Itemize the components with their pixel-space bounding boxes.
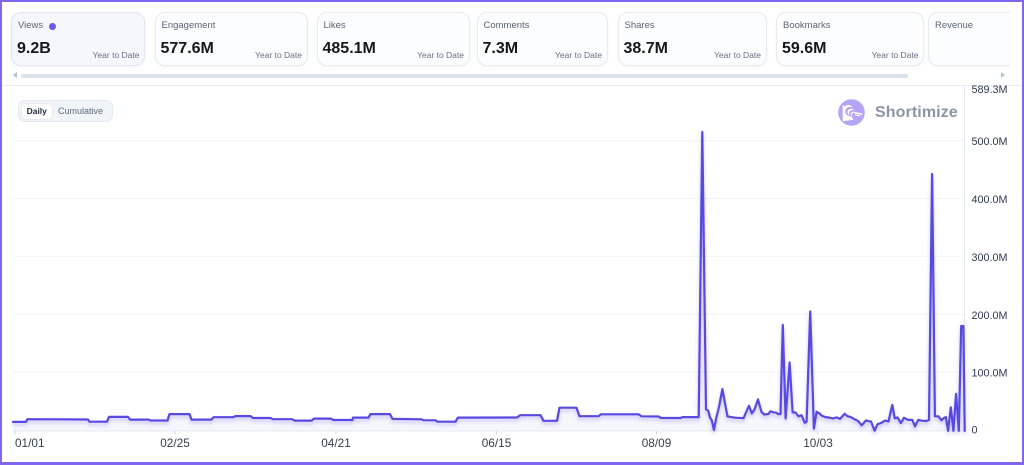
svg-text:500.0M: 500.0M [972, 136, 1008, 148]
svg-text:04/21: 04/21 [321, 436, 351, 450]
svg-text:589.3M: 589.3M [972, 84, 1008, 96]
svg-text:300.0M: 300.0M [972, 252, 1008, 264]
svg-text:100.0M: 100.0M [972, 368, 1008, 380]
svg-text:400.0M: 400.0M [972, 194, 1008, 206]
svg-text:01/01: 01/01 [15, 436, 45, 450]
svg-text:10/03: 10/03 [803, 436, 833, 450]
svg-text:06/15: 06/15 [482, 436, 512, 450]
svg-text:200.0M: 200.0M [972, 310, 1008, 322]
svg-text:02/25: 02/25 [160, 436, 190, 450]
svg-text:08/09: 08/09 [642, 436, 672, 450]
svg-text:0: 0 [972, 424, 978, 436]
